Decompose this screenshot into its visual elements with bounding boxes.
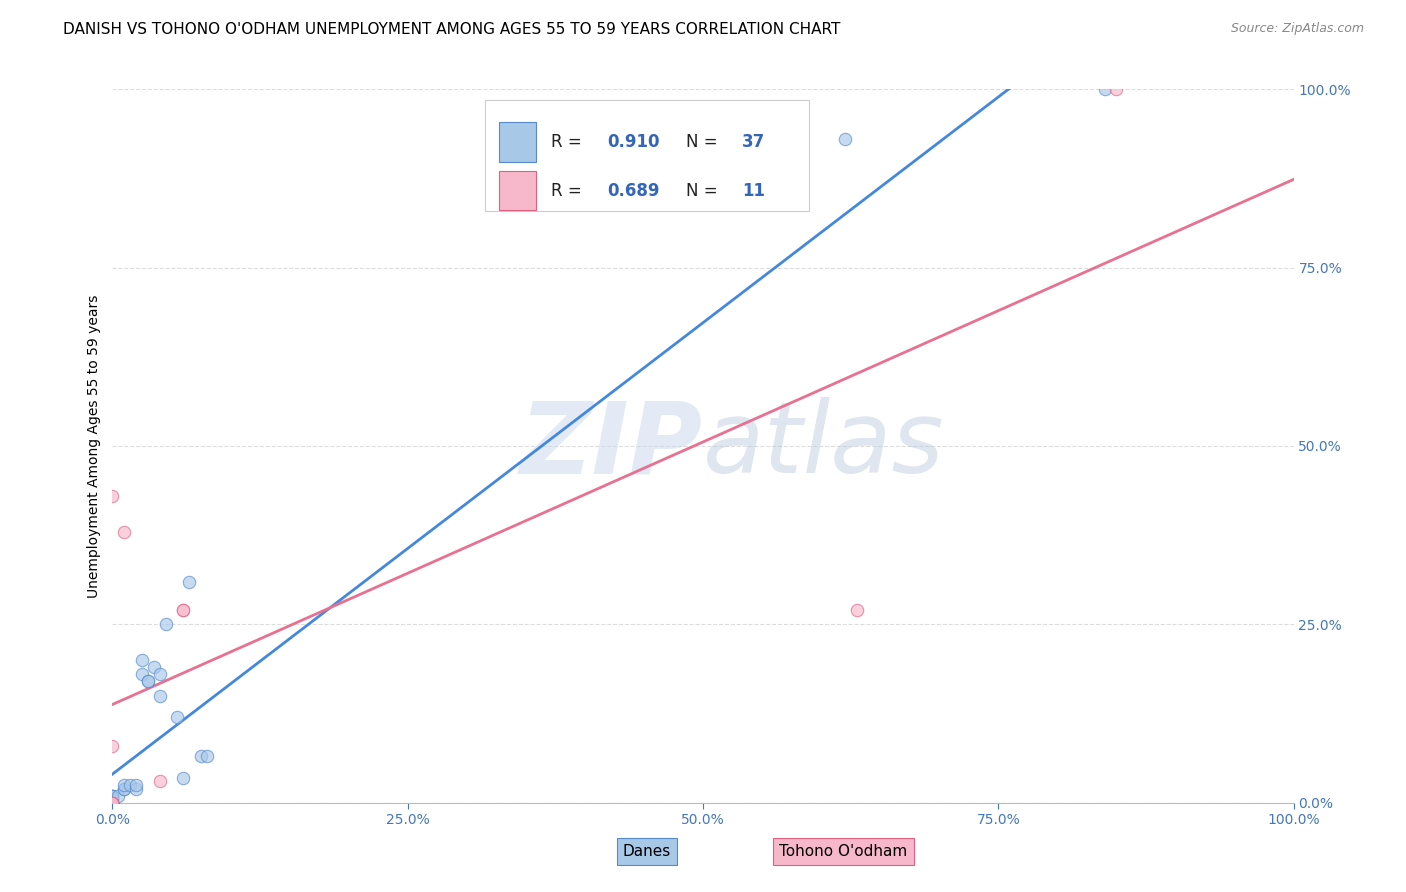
Point — [101, 796, 124, 810]
Point — [101, 789, 124, 803]
Point — [101, 489, 124, 503]
Point — [125, 781, 148, 796]
Point — [120, 778, 142, 792]
Point — [101, 739, 124, 753]
Point — [172, 603, 194, 617]
Text: Danes: Danes — [623, 845, 671, 859]
Point — [101, 796, 124, 810]
Text: Tohono O'odham: Tohono O'odham — [779, 845, 908, 859]
Text: 11: 11 — [742, 182, 765, 200]
Point — [101, 789, 124, 803]
Text: N =: N = — [686, 182, 723, 200]
Point — [1105, 82, 1128, 96]
Text: 0.910: 0.910 — [607, 133, 659, 151]
Point — [101, 789, 124, 803]
Point — [834, 132, 856, 146]
Point — [149, 774, 172, 789]
Text: N =: N = — [686, 133, 723, 151]
Point — [136, 674, 159, 689]
Point — [131, 653, 153, 667]
Point — [190, 749, 212, 764]
Point — [101, 796, 124, 810]
Text: DANISH VS TOHONO O'ODHAM UNEMPLOYMENT AMONG AGES 55 TO 59 YEARS CORRELATION CHAR: DANISH VS TOHONO O'ODHAM UNEMPLOYMENT AM… — [63, 22, 841, 37]
FancyBboxPatch shape — [485, 100, 810, 211]
Text: R =: R = — [551, 182, 586, 200]
Y-axis label: Unemployment Among Ages 55 to 59 years: Unemployment Among Ages 55 to 59 years — [87, 294, 101, 598]
Point — [195, 749, 218, 764]
Text: Source: ZipAtlas.com: Source: ZipAtlas.com — [1230, 22, 1364, 36]
Point — [101, 796, 124, 810]
Point — [101, 796, 124, 810]
Point — [149, 667, 172, 681]
Point — [101, 789, 124, 803]
Point — [112, 781, 135, 796]
Point — [101, 796, 124, 810]
Text: 0.689: 0.689 — [607, 182, 659, 200]
FancyBboxPatch shape — [499, 122, 537, 161]
Point — [112, 524, 135, 539]
Point — [142, 660, 165, 674]
Point — [101, 792, 124, 806]
Point — [125, 778, 148, 792]
Point — [101, 796, 124, 810]
Point — [166, 710, 188, 724]
Point — [107, 789, 129, 803]
FancyBboxPatch shape — [499, 171, 537, 211]
Point — [131, 667, 153, 681]
Point — [155, 617, 177, 632]
Point — [101, 792, 124, 806]
Point — [149, 689, 172, 703]
Point — [101, 796, 124, 810]
Point — [112, 778, 135, 792]
Point — [179, 574, 201, 589]
Point — [845, 603, 868, 617]
Point — [172, 771, 194, 785]
Point — [1094, 82, 1116, 96]
Point — [112, 781, 135, 796]
Text: 37: 37 — [742, 133, 765, 151]
Text: ZIP: ZIP — [520, 398, 703, 494]
Point — [101, 796, 124, 810]
Point — [101, 796, 124, 810]
Text: atlas: atlas — [703, 398, 945, 494]
Point — [101, 796, 124, 810]
Point — [136, 674, 159, 689]
Point — [101, 792, 124, 806]
Point — [172, 603, 194, 617]
Text: R =: R = — [551, 133, 586, 151]
